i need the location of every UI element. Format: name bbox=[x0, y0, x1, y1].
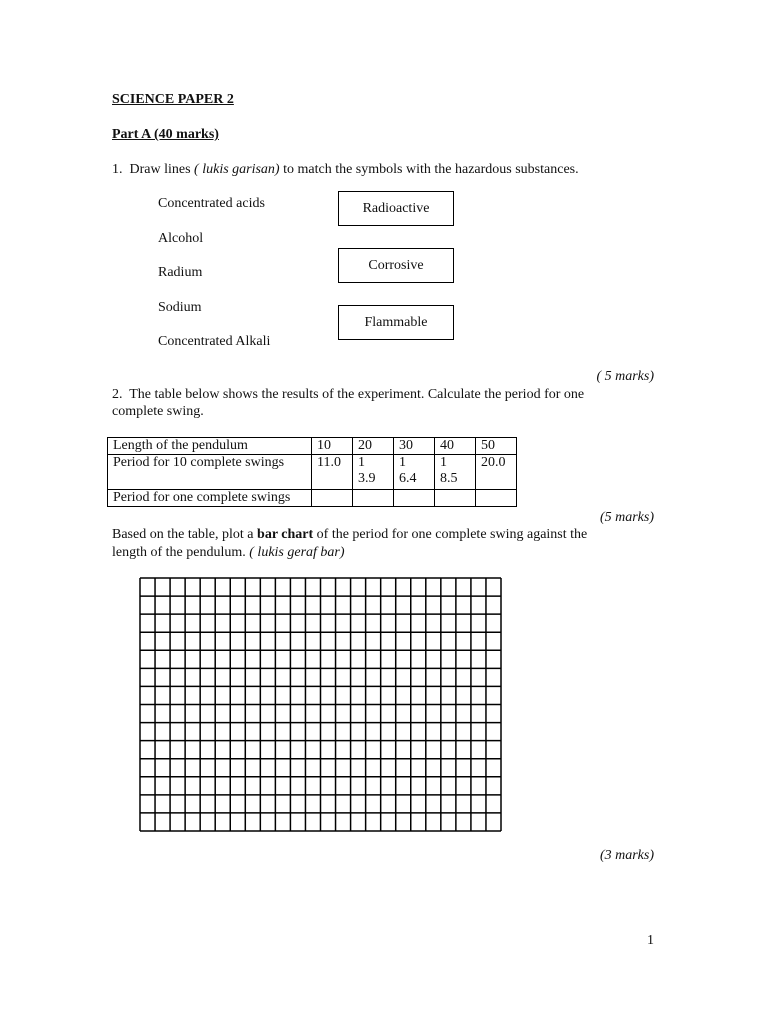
question-2-text: 2. The table below shows the results of … bbox=[112, 387, 584, 403]
substance-item: Concentrated Alkali bbox=[158, 334, 271, 349]
page-number: 1 bbox=[647, 933, 654, 948]
question-1-text: 1. Draw lines ( lukis garisan) to match … bbox=[112, 162, 579, 178]
malay-hint: ( lukis geraf bar) bbox=[249, 545, 345, 560]
row-label: Length of the pendulum bbox=[107, 437, 312, 455]
table-row: Length of the pendulum 10 20 30 40 50 bbox=[107, 437, 517, 455]
part-heading: Part A (40 marks) bbox=[112, 127, 219, 142]
q1-marks: ( 5 marks) bbox=[596, 369, 654, 384]
question-number: 1. bbox=[112, 162, 123, 177]
substance-item: Concentrated acids bbox=[158, 196, 265, 211]
text: The table below shows the results of the… bbox=[129, 387, 585, 402]
plot-instruction-line2: length of the pendulum. ( lukis geraf ba… bbox=[112, 545, 345, 561]
row-label: Period for one complete swings bbox=[107, 489, 312, 507]
text: length of the pendulum. bbox=[112, 545, 250, 560]
table-cell bbox=[393, 489, 435, 507]
question-number: 2. bbox=[112, 387, 123, 402]
table-row: Period for one complete swings bbox=[107, 489, 517, 507]
table-cell: 50 bbox=[475, 437, 517, 455]
substance-item: Alcohol bbox=[158, 231, 204, 246]
table-cell: 20.0 bbox=[475, 454, 517, 490]
text: of the period for one complete swing aga… bbox=[313, 527, 588, 542]
table-cell: 30 bbox=[393, 437, 435, 455]
symbol-box-radioactive: Radioactive bbox=[338, 191, 454, 226]
substance-item: Sodium bbox=[158, 300, 202, 315]
table-cell: 11.0 bbox=[311, 454, 353, 490]
table-cell bbox=[352, 489, 394, 507]
table-cell: 1 3.9 bbox=[352, 454, 394, 490]
question-2-text-line2: complete swing. bbox=[112, 404, 204, 419]
results-table: Length of the pendulum 10 20 30 40 50 Period f… bbox=[107, 437, 517, 507]
bold-term: bar chart bbox=[257, 527, 314, 542]
plot-instruction: Based on the table, plot a bar chart of … bbox=[112, 527, 587, 543]
row-label: Period for 10 complete swings bbox=[107, 454, 312, 490]
table-cell bbox=[434, 489, 476, 507]
table-cell: 1 6.4 bbox=[393, 454, 435, 490]
table-cell: 20 bbox=[352, 437, 394, 455]
table-cell: 1 8.5 bbox=[434, 454, 476, 490]
plot-marks: (3 marks) bbox=[599, 848, 654, 863]
malay-hint: ( lukis garisan) bbox=[194, 162, 280, 177]
text: Based on the table, plot a bbox=[112, 527, 258, 542]
symbol-box-corrosive: Corrosive bbox=[338, 248, 454, 283]
paper-title: SCIENCE PAPER 2 bbox=[112, 92, 234, 107]
graph-paper-grid bbox=[139, 577, 502, 832]
table-cell bbox=[311, 489, 353, 507]
text: Draw lines bbox=[129, 162, 195, 177]
symbol-box-flammable: Flammable bbox=[338, 305, 454, 340]
table-cell: 10 bbox=[311, 437, 353, 455]
text: to match the symbols with the hazardous … bbox=[279, 162, 579, 177]
table-row: Period for 10 complete swings 11.0 1 3.9 1 … bbox=[107, 454, 517, 490]
q2-marks: (5 marks) bbox=[599, 510, 654, 525]
substance-item: Radium bbox=[158, 265, 203, 280]
table-cell bbox=[475, 489, 517, 507]
table-cell: 40 bbox=[434, 437, 476, 455]
